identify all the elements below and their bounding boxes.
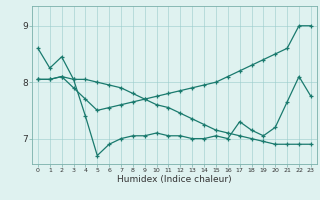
X-axis label: Humidex (Indice chaleur): Humidex (Indice chaleur) xyxy=(117,175,232,184)
